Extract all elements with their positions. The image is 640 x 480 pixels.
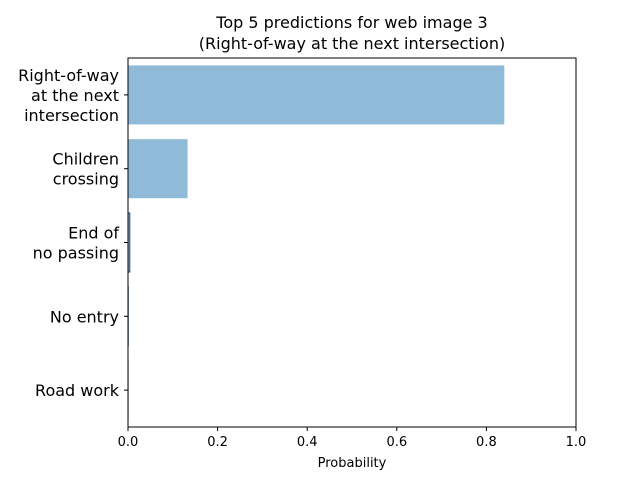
- x-ticks: 0.0 0.2 0.4 0.6 0.8 1.0: [118, 427, 587, 450]
- category-label-line: crossing: [53, 170, 119, 189]
- x-tick-label: 0.8: [476, 435, 497, 450]
- category-label: End of no passing: [33, 224, 120, 263]
- category-label: Children crossing: [52, 150, 119, 189]
- category-label-line: Children: [52, 150, 119, 169]
- category-label-line: Road work: [35, 381, 120, 400]
- plot-frame: [127, 57, 577, 428]
- category-label-line: intersection: [24, 106, 119, 125]
- category-labels: Right-of-way at the next intersection Child…: [18, 66, 128, 400]
- category-label-line: End of: [68, 224, 119, 243]
- category-label-line: no passing: [33, 244, 119, 263]
- category-label: Road work: [35, 381, 120, 400]
- chart-title: Top 5 predictions for web image 3: [215, 13, 487, 32]
- category-label: Right-of-way at the next intersection: [18, 66, 119, 125]
- bar-1: [128, 139, 188, 199]
- category-label: No entry: [50, 307, 119, 326]
- x-tick-label: 0.6: [386, 435, 407, 450]
- bar-0: [128, 65, 505, 125]
- x-axis-label: Probability: [318, 456, 387, 471]
- x-tick-label: 0.0: [118, 435, 139, 450]
- x-tick-label: 0.4: [297, 435, 318, 450]
- x-tick-label: 1.0: [566, 435, 587, 450]
- category-label-line: Right-of-way: [18, 66, 119, 85]
- x-tick-label: 0.2: [207, 435, 228, 450]
- bars-group: [127, 65, 505, 421]
- category-label-line: at the next: [31, 86, 119, 105]
- chart-subtitle: (Right-of-way at the next intersection): [199, 34, 505, 53]
- category-label-line: No entry: [50, 307, 119, 326]
